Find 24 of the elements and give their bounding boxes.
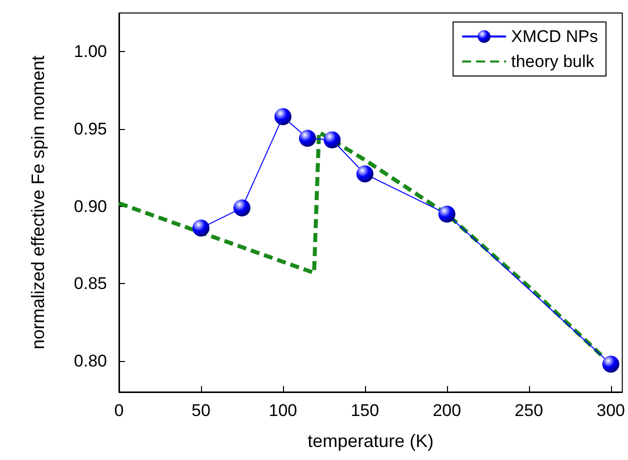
legend-label: XMCD NPs — [511, 27, 598, 46]
x-tick-label: 250 — [514, 401, 544, 420]
x-tick-label: 0 — [114, 401, 124, 420]
point — [602, 356, 620, 373]
point — [438, 206, 456, 223]
x-tick-label: 200 — [432, 401, 462, 420]
x-axis-title: temperature (K) — [308, 431, 434, 451]
point — [299, 130, 316, 147]
point — [356, 165, 374, 182]
x-tick-label: 150 — [350, 401, 380, 420]
y-tick-label: 1.00 — [74, 42, 107, 62]
y-tick-label: 0.95 — [74, 120, 107, 139]
x-tick-label: 100 — [268, 401, 298, 420]
legend-label: theory bulk — [511, 52, 595, 71]
y-tick-label: 0.80 — [74, 352, 107, 371]
x-tick-label: 50 — [192, 401, 210, 420]
point — [324, 131, 341, 148]
y-tick-label: 0.90 — [74, 196, 107, 216]
point — [192, 220, 210, 237]
point — [233, 199, 250, 216]
x-tick-label: 300 — [596, 401, 626, 420]
y-axis-title: normalized effective Fe spin moment — [28, 56, 48, 350]
point — [274, 108, 292, 126]
y-tick-label: 0.85 — [74, 274, 107, 294]
